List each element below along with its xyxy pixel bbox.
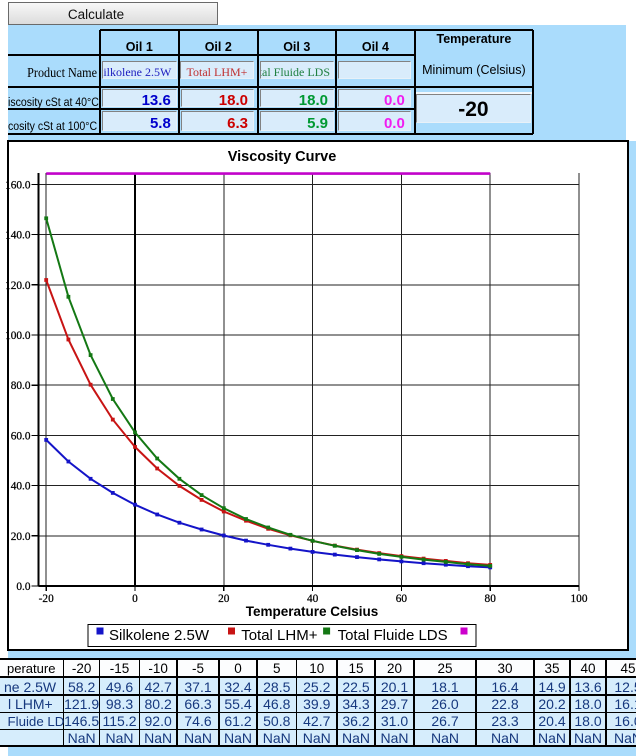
svg-text:160.0: 160.0 <box>5 179 31 191</box>
svg-text:40.0: 40.0 <box>11 481 31 493</box>
svg-text:40: 40 <box>307 593 319 605</box>
svg-text:60: 60 <box>396 593 408 605</box>
svg-text:Temperature Celsius: Temperature Celsius <box>246 604 379 619</box>
svg-text:Total Fluide LDS: Total Fluide LDS <box>338 627 448 644</box>
svg-text:80: 80 <box>485 593 497 605</box>
svg-text:80.0: 80.0 <box>11 380 31 392</box>
svg-text:20.0: 20.0 <box>11 531 31 543</box>
svg-text:Total LHM+: Total LHM+ <box>241 627 318 644</box>
svg-text:60.0: 60.0 <box>11 430 31 442</box>
svg-text:-20: -20 <box>39 593 54 605</box>
svg-text:140.0: 140.0 <box>5 230 31 242</box>
svg-text:Viscosity Curve: Viscosity Curve <box>228 149 337 165</box>
svg-text:100: 100 <box>571 593 588 605</box>
svg-text:0: 0 <box>132 593 138 605</box>
svg-text:0.0: 0.0 <box>16 581 30 593</box>
svg-text:Silkolene 2.5W: Silkolene 2.5W <box>109 627 210 644</box>
svg-text:20: 20 <box>218 593 230 605</box>
svg-text:120.0: 120.0 <box>5 280 31 292</box>
svg-text:100.0: 100.0 <box>5 330 31 342</box>
